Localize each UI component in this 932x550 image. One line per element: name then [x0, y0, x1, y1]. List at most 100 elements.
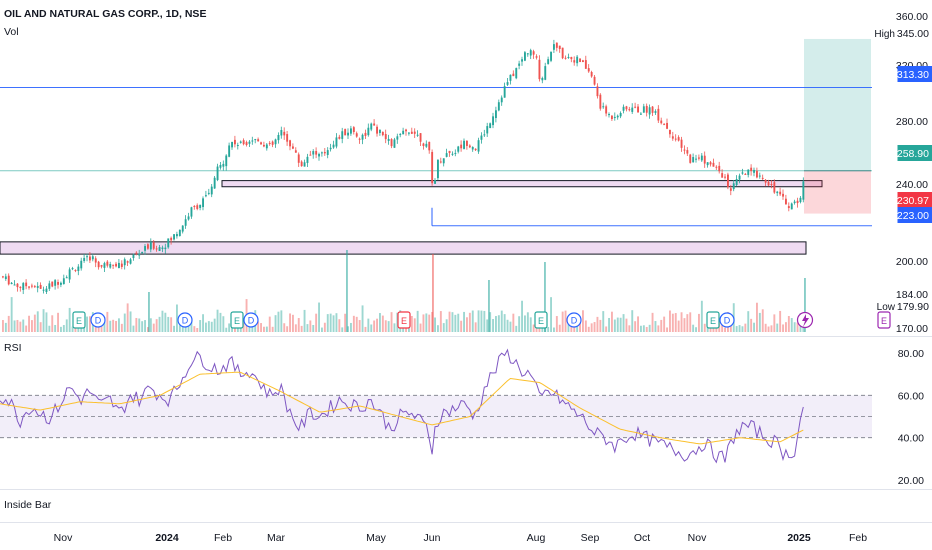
volume-bar: [199, 320, 202, 332]
volume-bar: [463, 311, 465, 332]
volume-bar: [222, 316, 225, 332]
zone-rectangle[interactable]: [0, 241, 807, 255]
dividend-marker[interactable]: D: [243, 312, 259, 328]
volume-bar: [312, 324, 315, 332]
candle-body: [457, 146, 460, 152]
candle-body: [442, 158, 445, 164]
candle-body: [608, 114, 610, 116]
volume-bar: [457, 313, 460, 332]
candle-body: [347, 132, 349, 136]
volume-bar: [149, 318, 152, 332]
candle-body: [103, 263, 106, 268]
volume-bar: [785, 322, 787, 332]
price-pane[interactable]: E D E DD E E D E D E: [0, 38, 891, 332]
volume-bar: [535, 327, 538, 332]
volume-bar: [779, 310, 782, 332]
volume-bar: [178, 325, 181, 332]
candle-body: [260, 142, 262, 145]
candle-body: [161, 247, 164, 249]
earnings-marker[interactable]: E: [877, 311, 891, 329]
volume-bar: [483, 310, 486, 332]
volume-bar: [367, 318, 370, 332]
lightning-marker[interactable]: [796, 311, 814, 329]
price-badge-value: 313.30: [897, 69, 929, 81]
candle-body: [141, 251, 144, 254]
earnings-marker[interactable]: E: [534, 311, 548, 329]
time-axis[interactable]: Nov 2024 Feb Mar May Jun Aug Sep Oct Nov 2025 Feb: [54, 532, 868, 544]
earnings-marker[interactable]: E: [706, 311, 720, 329]
candle-body: [642, 106, 645, 113]
volume-bar: [271, 326, 274, 332]
position-target-zone[interactable]: [804, 38, 871, 171]
position-stop-zone[interactable]: [804, 170, 871, 214]
earnings-marker[interactable]: E: [397, 311, 411, 329]
volume-bar: [36, 311, 39, 332]
rsi-pane[interactable]: 80.00 60.00 40.00 20.00: [0, 348, 924, 487]
volume-bar: [486, 319, 489, 332]
candle-body: [300, 161, 303, 167]
earnings-marker[interactable]: E: [230, 311, 244, 329]
marker-letter: E: [710, 316, 716, 326]
price-badges: High 345.00 313.30 258.90 230.97 223.00 Low 179…: [874, 25, 932, 314]
candle-body: [622, 106, 625, 111]
volume-bar: [202, 314, 204, 332]
volume-bar: [292, 314, 294, 332]
volume-bar: [364, 326, 367, 332]
volume-bar: [387, 321, 390, 332]
volume-bar: [512, 313, 515, 332]
dividend-marker[interactable]: D: [566, 312, 582, 328]
earnings-marker[interactable]: E: [72, 311, 86, 329]
time-tick-label: 2024: [155, 532, 179, 544]
zone-rectangle[interactable]: [221, 180, 823, 188]
volume-bar: [497, 315, 500, 332]
volume-bar: [335, 313, 338, 332]
candle-body: [410, 131, 413, 134]
volume-bar: [48, 325, 51, 332]
candle-body: [790, 203, 793, 210]
dividend-marker[interactable]: D: [90, 312, 106, 328]
volume-bar: [402, 327, 405, 332]
candle-body: [654, 111, 657, 113]
volume-bar: [729, 322, 732, 332]
volume-bar: [118, 318, 120, 332]
candle-body: [120, 263, 123, 267]
volume-bar: [689, 312, 692, 332]
volume-bar: [442, 323, 445, 332]
candle-body: [155, 248, 158, 250]
volume-bar: [74, 327, 77, 332]
volume-bar: [773, 314, 776, 332]
candle-body: [83, 258, 86, 261]
time-tick-label: Nov: [54, 532, 73, 544]
volume-bar: [408, 327, 410, 332]
candle-body: [251, 140, 254, 142]
volume-bar: [280, 310, 283, 332]
candle-body: [715, 166, 718, 168]
volume-bar: [724, 327, 726, 332]
volume-bar: [506, 319, 509, 332]
candle-body: [22, 283, 25, 290]
rsi-label: RSI: [4, 342, 22, 354]
dividend-marker[interactable]: D: [177, 312, 193, 328]
volume-bar: [65, 319, 68, 332]
candle-body: [640, 113, 642, 115]
candle-body: [680, 139, 683, 148]
rsi-ma-line: [0, 371, 804, 445]
candle-body: [370, 123, 373, 130]
dividend-marker[interactable]: D: [719, 312, 735, 328]
volume-bar: [33, 314, 36, 332]
volume-bar: [13, 320, 16, 332]
candle-body: [692, 157, 695, 163]
volume-bar: [321, 327, 323, 332]
volume-bar: [509, 321, 512, 332]
volume-bar: [703, 323, 706, 332]
volume-bar: [790, 318, 793, 332]
candle-body: [648, 107, 651, 115]
candle-body: [431, 151, 434, 184]
candle-body: [611, 115, 613, 120]
volume-bar: [170, 317, 173, 332]
candle-body: [236, 145, 239, 147]
candle-body: [100, 265, 103, 267]
volume-bar: [654, 321, 657, 332]
candle-body: [564, 57, 567, 59]
